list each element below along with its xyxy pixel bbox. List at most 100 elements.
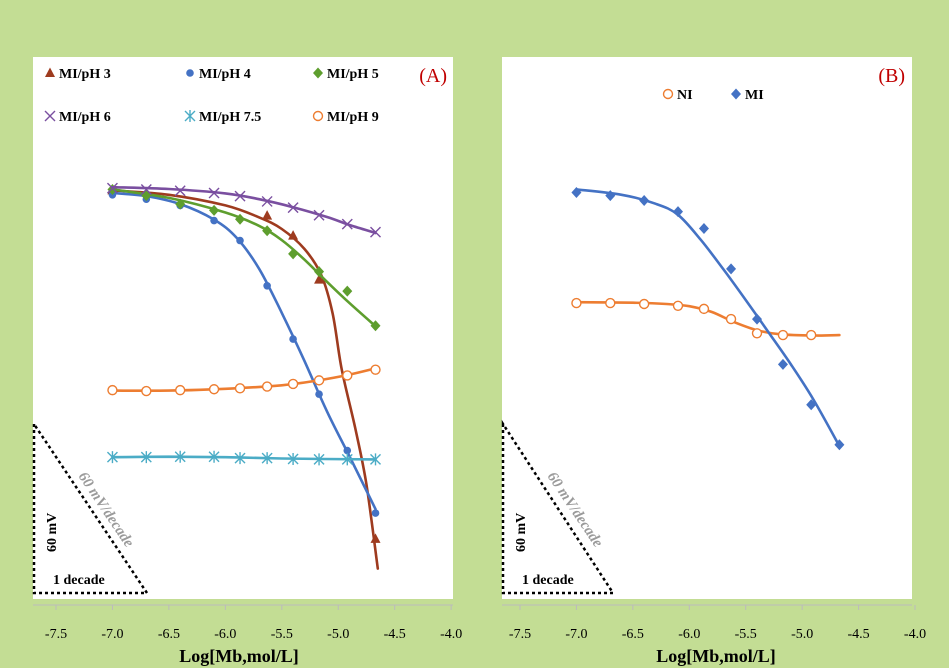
x-tick-label: -6.0: [678, 627, 700, 642]
x-tick-label: -5.0: [791, 627, 813, 642]
data-point-ni: [672, 300, 684, 311]
data-point-mi-ph-3: [262, 210, 273, 220]
data-point-mi-ph-4: [315, 390, 323, 398]
data-point-ni: [698, 303, 710, 315]
x-tick-labels: -7.5 -7.0 -6.5 -6.0 -5.5 -5.0 -4.5 -4.0: [509, 605, 926, 642]
x-tick-label: -7.0: [101, 627, 123, 642]
data-point-mi-ph-7-5: [261, 452, 273, 465]
data-point-mi-ph-5: [342, 285, 353, 297]
data-point-mi-ph-4: [371, 509, 380, 517]
fit-line-mi-ph-3: [111, 189, 380, 570]
data-point-mi-ph-4: [210, 216, 218, 225]
data-point-mi-ph-4: [343, 446, 352, 455]
data-point-ni: [571, 297, 582, 309]
legend-entry-mi-ph-9: MI/pH 9: [312, 110, 379, 125]
data-point-mi: [726, 263, 737, 275]
x-tick-labels: -7.5 -7.0 -6.5 -6.0 -5.5 -5.0 -4.5 -4.0: [45, 605, 462, 642]
data-point-mi-ph-7-5: [313, 453, 325, 466]
x-tick-label: -7.0: [565, 627, 587, 642]
x-tick-label: -5.0: [327, 627, 349, 642]
data-point-mi-ph-5: [262, 225, 273, 237]
series-mi: [571, 187, 845, 451]
legend-label-mi-ph-4: MI/pH 4: [199, 67, 251, 82]
data-point-mi-ph-9: [370, 364, 381, 375]
series-ni: [571, 297, 841, 341]
legend-marker-mi-ph-9: [312, 110, 324, 122]
data-point-mi-ph-3: [288, 230, 299, 240]
legend-label-mi-ph-7-5: MI/pH 7.5: [199, 110, 261, 125]
x-tick-label: -4.5: [847, 627, 869, 642]
data-point-ni: [638, 298, 650, 310]
panel-a-legend: MI/pH 3 MI/pH 4 MI/pH 5 MI/pH 6 MI/pH 7.5 MI/…: [44, 67, 379, 125]
height-label: 60 mV: [514, 513, 529, 552]
data-point-mi-ph-7-5: [174, 450, 186, 463]
data-point-mi-ph-9: [287, 378, 299, 390]
x-tick-label: -7.5: [509, 627, 531, 642]
fit-line-mi-ph-5: [111, 188, 377, 328]
data-point-mi-ph-5: [288, 248, 299, 260]
width-label: 1 decade: [522, 573, 574, 588]
data-point-mi: [752, 313, 763, 325]
data-point-mi-ph-6: [341, 218, 353, 230]
data-point-mi-ph-7-5: [140, 451, 152, 464]
legend-label-mi-ph-9: MI/pH 9: [327, 110, 379, 125]
fit-line-ni: [575, 300, 841, 337]
series-mi-ph-9: [107, 364, 381, 397]
data-point-mi: [673, 206, 684, 218]
data-point-mi-ph-5: [314, 266, 325, 278]
data-point-mi-ph-7-5: [208, 450, 220, 463]
legend-entry-mi-ph-5: MI/pH 5: [313, 67, 379, 82]
data-point-mi-ph-6: [370, 226, 382, 238]
width-label: 1 decade: [53, 573, 105, 588]
data-point-ni: [725, 313, 737, 325]
x-tick-label: -6.0: [214, 627, 236, 642]
data-point-mi-ph-7-5: [234, 452, 246, 465]
fit-line-mi-ph-4: [111, 191, 377, 511]
panel-b-series: [571, 187, 845, 451]
data-point-mi-ph-6: [234, 190, 246, 202]
legend-entry-mi-ph-7-5: MI/pH 7.5: [184, 110, 261, 125]
fit-line-mi-ph-7-5: [111, 455, 377, 461]
panel-a: 60 mV/decade 60 mV 1 decade -7.5 -7.0 -6.5…: [32, 57, 462, 666]
legend-marker-mi-ph-7-5: [184, 110, 196, 122]
data-point-mi-ph-9: [261, 381, 273, 392]
panel-b-plot-area: [502, 57, 912, 599]
data-point-mi-ph-5: [235, 213, 246, 225]
data-point-mi-ph-6: [287, 202, 299, 214]
data-point-mi-ph-4: [263, 281, 271, 290]
data-point-mi-ph-7-5: [341, 453, 353, 466]
data-point-mi-ph-7-5: [287, 452, 299, 465]
data-point-mi-ph-3: [370, 533, 381, 543]
series-mi-ph-3: [107, 184, 381, 570]
data-point-mi-ph-6: [313, 209, 325, 221]
data-point-mi-ph-9: [342, 370, 353, 381]
legend-label-ni: NI: [677, 88, 693, 103]
height-label: 60 mV: [45, 513, 60, 552]
legend-marker-ni: [662, 88, 674, 100]
legend-marker-mi-ph-6: [44, 110, 56, 122]
data-point-mi-ph-5: [370, 320, 381, 332]
x-tick-label: -4.0: [440, 627, 462, 642]
data-point-ni: [605, 297, 616, 309]
panel-label-b: (B): [878, 65, 905, 87]
data-point-mi-ph-9: [313, 375, 325, 386]
data-point-mi: [571, 187, 582, 199]
data-point-mi-ph-4: [289, 335, 297, 343]
legend-label-mi-ph-3: MI/pH 3: [59, 67, 111, 82]
panel-label-a: (A): [419, 65, 447, 87]
data-point-mi-ph-7-5: [106, 451, 118, 464]
x-tick-label: -4.0: [904, 627, 926, 642]
data-point-mi: [605, 190, 616, 202]
x-tick-label: -5.5: [735, 627, 757, 642]
data-point-mi-ph-6: [174, 185, 186, 197]
data-point-mi-ph-5: [209, 204, 220, 216]
data-point-ni: [751, 328, 763, 339]
legend-label-mi-ph-5: MI/pH 5: [327, 67, 379, 82]
x-tick-label: -4.5: [384, 627, 406, 642]
data-point-mi-ph-6: [106, 182, 118, 194]
legend-entry-mi: MI: [731, 88, 764, 103]
legend-entry-mi-ph-6: MI/pH 6: [44, 110, 111, 125]
data-point-mi: [639, 195, 650, 207]
legend-entry-ni: NI: [662, 88, 693, 103]
